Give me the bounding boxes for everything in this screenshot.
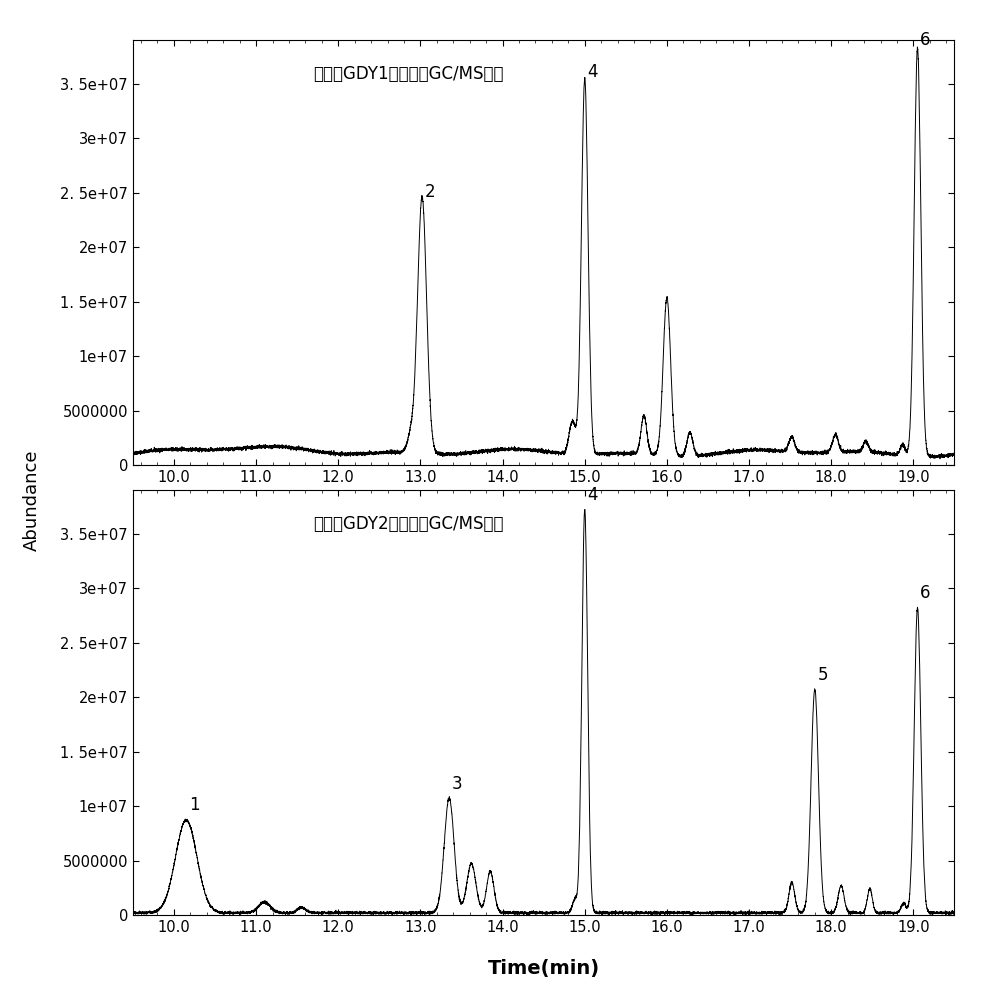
Text: 4: 4 (587, 63, 597, 81)
Text: 6: 6 (920, 31, 931, 49)
Text: 6: 6 (920, 584, 931, 602)
Text: 工程菌GDY1发酵产物GC/MS检测: 工程菌GDY1发酵产物GC/MS检测 (314, 66, 504, 84)
Text: 5: 5 (818, 666, 828, 684)
Text: 4: 4 (587, 486, 597, 504)
Text: Abundance: Abundance (23, 449, 40, 551)
Text: 1: 1 (189, 796, 200, 814)
Text: 3: 3 (452, 775, 462, 793)
Text: 工程菌GDY2发酵产物GC/MS检测: 工程菌GDY2发酵产物GC/MS检测 (314, 516, 504, 534)
Text: 2: 2 (424, 183, 435, 201)
Text: Time(min): Time(min) (488, 959, 600, 978)
